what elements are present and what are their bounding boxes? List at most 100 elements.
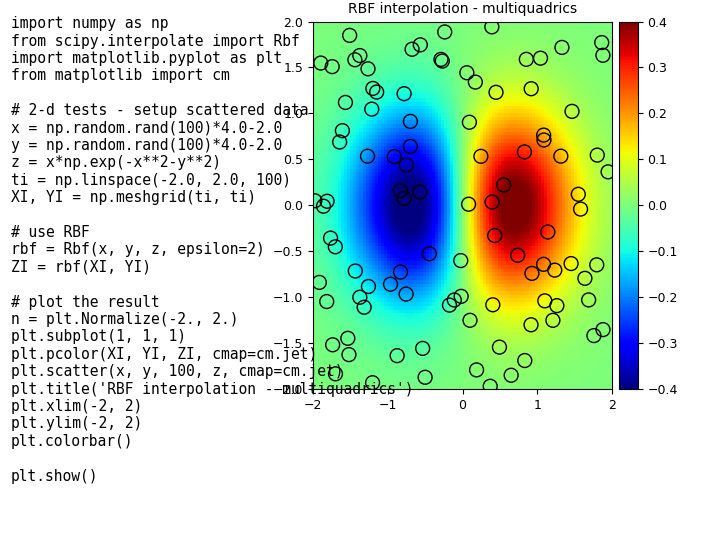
Point bbox=[471, 366, 482, 374]
Point bbox=[389, 152, 400, 161]
Point bbox=[414, 188, 426, 197]
Point bbox=[490, 88, 502, 97]
Point bbox=[487, 300, 498, 309]
Point bbox=[588, 331, 600, 340]
Point bbox=[340, 98, 351, 107]
Point bbox=[598, 325, 609, 334]
Point bbox=[330, 369, 341, 378]
Point bbox=[362, 64, 374, 73]
Point bbox=[354, 51, 366, 60]
Point bbox=[359, 303, 370, 312]
Point bbox=[583, 295, 595, 304]
Point bbox=[436, 57, 448, 65]
Point bbox=[384, 280, 396, 288]
Point bbox=[349, 56, 361, 64]
Point bbox=[406, 45, 418, 53]
Point bbox=[315, 59, 327, 68]
Point bbox=[538, 131, 549, 139]
Point bbox=[330, 242, 341, 251]
Point bbox=[591, 260, 603, 269]
Point bbox=[494, 343, 505, 352]
Point bbox=[435, 55, 446, 64]
Point bbox=[349, 267, 361, 275]
Point bbox=[519, 356, 531, 365]
Point bbox=[539, 296, 551, 305]
Point bbox=[464, 118, 475, 126]
Point bbox=[405, 142, 416, 151]
Point bbox=[463, 200, 474, 208]
Point bbox=[498, 180, 510, 189]
Point bbox=[486, 198, 498, 206]
Point bbox=[444, 301, 455, 309]
Point bbox=[405, 117, 416, 126]
Point bbox=[309, 197, 320, 205]
Point bbox=[592, 151, 603, 159]
Point bbox=[321, 197, 333, 206]
Point bbox=[415, 40, 426, 49]
Point bbox=[505, 371, 517, 380]
Point bbox=[461, 69, 472, 77]
Point bbox=[400, 290, 412, 299]
Point bbox=[344, 31, 356, 40]
Point bbox=[542, 228, 554, 237]
Point bbox=[485, 382, 496, 390]
Point bbox=[512, 251, 523, 260]
Point bbox=[326, 62, 338, 71]
Point bbox=[400, 160, 412, 169]
Point bbox=[321, 297, 333, 306]
Point bbox=[318, 202, 329, 211]
Point bbox=[526, 84, 537, 93]
Point bbox=[371, 87, 382, 96]
Point bbox=[354, 293, 366, 301]
Point bbox=[366, 105, 377, 113]
Point bbox=[596, 38, 608, 47]
Point bbox=[526, 269, 538, 278]
Point bbox=[439, 28, 451, 36]
Point bbox=[551, 301, 562, 310]
Point bbox=[535, 54, 546, 63]
Point bbox=[398, 194, 410, 202]
Point bbox=[455, 256, 467, 265]
Point bbox=[398, 90, 410, 98]
Point bbox=[518, 147, 530, 156]
Point bbox=[363, 282, 374, 291]
Text: import numpy as np
from scipy.interpolate import Rbf
import matplotlib.pyplot as: import numpy as np from scipy.interpolat… bbox=[11, 16, 413, 484]
Point bbox=[314, 278, 325, 287]
Point bbox=[423, 249, 435, 258]
Point bbox=[475, 152, 487, 160]
Point bbox=[395, 268, 406, 276]
Point bbox=[486, 23, 498, 31]
Point bbox=[392, 352, 403, 360]
Point bbox=[549, 266, 560, 274]
Point bbox=[449, 296, 460, 305]
Point bbox=[327, 340, 338, 349]
Title: RBF interpolation - multiquadrics: RBF interpolation - multiquadrics bbox=[348, 2, 577, 16]
Point bbox=[556, 43, 567, 52]
Point bbox=[419, 373, 431, 382]
Point bbox=[575, 205, 586, 213]
Point bbox=[538, 136, 549, 144]
Point bbox=[597, 51, 608, 59]
Point bbox=[565, 259, 577, 268]
Point bbox=[603, 167, 614, 176]
Point bbox=[417, 344, 428, 353]
Point bbox=[469, 78, 481, 86]
Point bbox=[566, 107, 577, 116]
Point bbox=[547, 316, 559, 325]
Point bbox=[367, 84, 379, 93]
Point bbox=[455, 292, 467, 301]
Point bbox=[342, 334, 354, 342]
Point bbox=[325, 234, 336, 242]
Point bbox=[334, 138, 346, 146]
Point bbox=[366, 379, 378, 387]
Point bbox=[489, 231, 500, 240]
Point bbox=[343, 350, 355, 359]
Point bbox=[521, 55, 532, 64]
Point bbox=[538, 260, 549, 268]
Point bbox=[572, 190, 584, 199]
Point bbox=[579, 274, 590, 282]
Point bbox=[464, 316, 476, 325]
Point bbox=[395, 186, 406, 195]
Point bbox=[555, 152, 567, 160]
Point bbox=[526, 320, 537, 329]
